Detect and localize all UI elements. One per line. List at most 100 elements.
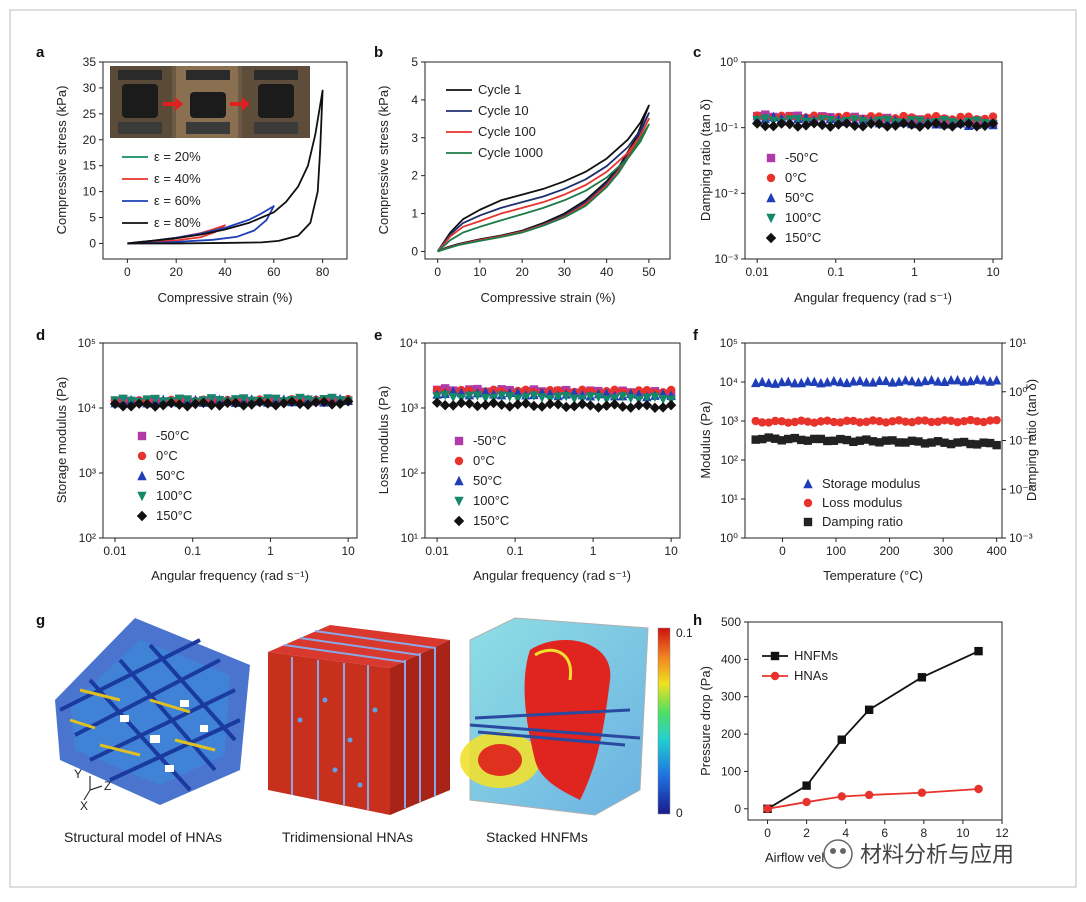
colorbar-min-label: 0 bbox=[676, 806, 683, 820]
x-tick-label: 0.1 bbox=[827, 265, 844, 279]
legend-label: 150°C bbox=[785, 230, 821, 245]
data-point bbox=[894, 416, 904, 425]
legend-label: ε = 20% bbox=[154, 149, 201, 164]
data-point bbox=[262, 398, 273, 409]
data-point bbox=[342, 396, 354, 407]
data-point bbox=[868, 416, 878, 425]
data-point bbox=[842, 416, 852, 426]
y-tick-label: 4 bbox=[411, 93, 418, 107]
data-point bbox=[920, 416, 930, 425]
legend-label: Loss modulus bbox=[822, 495, 903, 510]
data-point bbox=[118, 394, 128, 405]
data-point bbox=[760, 120, 771, 132]
data-point bbox=[979, 120, 991, 132]
data-point bbox=[855, 418, 865, 427]
legend-label: 150°C bbox=[156, 508, 192, 523]
data-point bbox=[855, 436, 865, 445]
data-point bbox=[874, 375, 885, 385]
data-point bbox=[757, 376, 767, 387]
panel-letter-h: h bbox=[693, 612, 702, 629]
y-tick-label: 10³ bbox=[401, 401, 418, 415]
legend-label: Cycle 1 bbox=[478, 82, 521, 97]
data-point bbox=[862, 417, 871, 427]
data-point bbox=[955, 118, 966, 130]
x-tick-label: 80 bbox=[316, 265, 330, 279]
data-point bbox=[206, 399, 217, 411]
data-point bbox=[953, 417, 962, 427]
y-tick-label: 25 bbox=[83, 107, 97, 121]
data-point bbox=[991, 375, 1002, 385]
data-point bbox=[809, 376, 820, 387]
data-point bbox=[764, 433, 773, 442]
x-axis-label: Temperature (°C) bbox=[823, 568, 923, 583]
data-point bbox=[504, 401, 515, 412]
legend-marker bbox=[137, 470, 147, 481]
data-point bbox=[577, 398, 588, 410]
data-point bbox=[536, 401, 548, 412]
x-tick-label: 0 bbox=[779, 544, 786, 558]
data-point bbox=[480, 399, 491, 411]
data-point bbox=[939, 376, 950, 386]
legend-label: -50°C bbox=[156, 428, 189, 443]
legend-marker bbox=[765, 232, 777, 244]
data-point bbox=[768, 120, 779, 132]
caption-stacked-hnfms: Stacked HNFMs bbox=[486, 829, 588, 845]
data-point bbox=[816, 417, 826, 426]
legend-marker bbox=[454, 456, 464, 466]
series-line-3 bbox=[127, 89, 324, 245]
x-tick-label: 100 bbox=[826, 544, 846, 558]
data-point bbox=[797, 416, 806, 425]
y-tick-label: 10¹ bbox=[401, 531, 418, 545]
data-point bbox=[829, 436, 839, 445]
data-point bbox=[881, 436, 891, 445]
data-point bbox=[334, 398, 346, 410]
data-point bbox=[802, 797, 811, 807]
data-point bbox=[601, 395, 612, 405]
legend-marker bbox=[454, 496, 464, 507]
legend-marker bbox=[766, 173, 776, 183]
x-tick-label: 10 bbox=[664, 544, 678, 558]
data-point bbox=[569, 400, 580, 412]
data-point bbox=[505, 392, 515, 402]
axis-label-x: X bbox=[80, 799, 88, 813]
plot-frame bbox=[744, 61, 1003, 260]
x-tick-label: 0 bbox=[124, 265, 131, 279]
x-axis-label: Angular frequency (rad s⁻¹) bbox=[151, 568, 309, 583]
y-tick-label: 10⁰ bbox=[720, 55, 738, 69]
legend-label: 100°C bbox=[473, 493, 509, 508]
data-point bbox=[520, 398, 532, 409]
data-point bbox=[326, 399, 338, 410]
data-point bbox=[857, 121, 869, 132]
panel-letter-d: d bbox=[36, 327, 45, 344]
chart-e: 0.01 0.1 1 10 10¹ 10² 10³ 10⁴ Angular frequency … bbox=[376, 336, 681, 583]
data-point bbox=[318, 396, 330, 408]
panel-letter-b: b bbox=[374, 44, 383, 61]
data-point bbox=[881, 418, 891, 427]
y-tick-label: 10⁴ bbox=[399, 336, 418, 350]
data-point bbox=[920, 375, 930, 386]
watermark: 材料分析与应用 bbox=[823, 839, 1014, 869]
x-tick-label: 0.1 bbox=[507, 544, 524, 558]
data-point bbox=[174, 394, 185, 405]
data-point bbox=[327, 393, 337, 404]
x-tick-label: 300 bbox=[933, 544, 953, 558]
colorbar-max-label: 0.1 bbox=[676, 626, 693, 640]
data-point bbox=[946, 374, 956, 385]
data-point bbox=[751, 377, 761, 388]
data-point bbox=[480, 386, 491, 397]
legend-marker bbox=[137, 491, 147, 502]
data-point bbox=[972, 417, 982, 426]
data-point bbox=[985, 438, 995, 448]
y-tick-label: 200 bbox=[721, 727, 741, 741]
data-point bbox=[472, 400, 483, 412]
data-point bbox=[760, 114, 771, 124]
y-tick-label: 10⁴ bbox=[77, 401, 96, 415]
data-point bbox=[432, 392, 442, 402]
data-point bbox=[544, 398, 556, 410]
legend-label: 50°C bbox=[156, 468, 185, 483]
data-point bbox=[512, 399, 523, 410]
chart-b: 0 10 20 30 40 50 0 1 2 3 4 5 Compressive strain (%) C… bbox=[376, 55, 671, 305]
data-point bbox=[933, 376, 943, 386]
data-point bbox=[642, 393, 652, 404]
